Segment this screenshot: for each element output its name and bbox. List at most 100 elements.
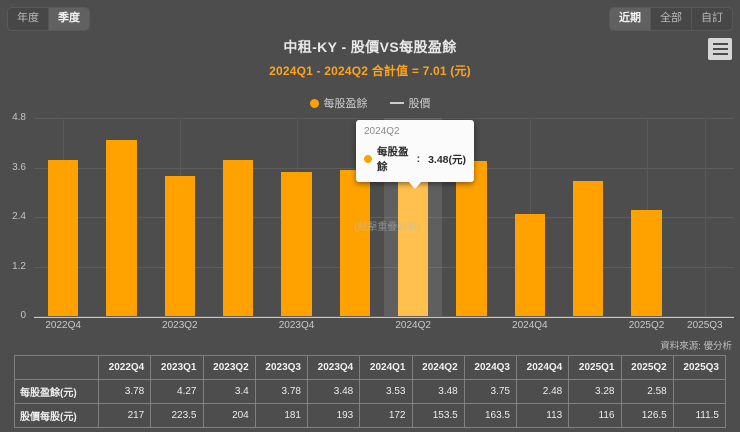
- table-corner-cell: [14, 355, 99, 380]
- bar-2023Q1[interactable]: [106, 139, 137, 316]
- x-axis-tick-label: 2025Q2: [628, 320, 665, 331]
- period-type-button-0[interactable]: 年度: [8, 8, 49, 30]
- table-col-header: 2024Q2: [411, 355, 465, 380]
- source-note: 資料來源: 優分析: [660, 341, 732, 352]
- hamburger-bar: [712, 43, 728, 45]
- table-cell: 3.4: [202, 379, 256, 404]
- y-gridline: [34, 266, 734, 268]
- legend-line-icon: [389, 102, 404, 104]
- table-header-row: 2022Q4 2023Q1 2023Q2 2023Q3 2023Q4 2024Q1 2024…: [14, 355, 727, 380]
- bar-2024Q1[interactable]: [339, 170, 370, 316]
- series-marker-icon: [364, 155, 372, 163]
- tooltip-row: 每股盈餘: 3.48(元): [364, 144, 466, 174]
- bar-2023Q4[interactable]: [281, 172, 312, 316]
- table-cell: 223.5: [150, 403, 204, 428]
- bar-2024Q3[interactable]: [456, 161, 487, 316]
- chart-subtitle: 2024Q1 - 2024Q2 合計值 = 7.01 (元): [269, 64, 471, 78]
- y-gridline: [34, 217, 734, 218]
- x-axis-tick-label: 2024Q2: [395, 320, 431, 331]
- date-range-button-1[interactable]: 全部: [651, 8, 692, 30]
- legend-item-1[interactable]: 股價: [389, 95, 431, 111]
- table-cell: 3.75: [463, 379, 518, 404]
- tooltip-value: 3.48(元): [428, 153, 466, 166]
- table-cell: 3.48: [411, 379, 465, 404]
- table-cell: 172: [359, 403, 413, 428]
- data-table-wrapper: 2022Q4 2023Q1 2023Q2 2023Q3 2023Q4 2024Q1 2024…: [14, 355, 727, 428]
- table-cell: 3.78: [254, 379, 309, 404]
- y-axis-tick-label: 1.2: [12, 260, 26, 272]
- hamburger-bar: [712, 48, 728, 50]
- table-row-header: 股價每股(元): [14, 403, 99, 428]
- y-gridline: [34, 316, 734, 317]
- table-cell: 204: [202, 403, 256, 428]
- y-gridline: [34, 118, 734, 119]
- table-col-header: 2023Q2: [202, 355, 256, 380]
- bar-2023Q3[interactable]: [223, 160, 254, 316]
- table-col-header: 2024Q1: [359, 355, 413, 380]
- hamburger-bar: [712, 53, 728, 55]
- table-cell: 2.58: [620, 379, 674, 404]
- table-cell: 181: [254, 403, 309, 428]
- table-cell: [672, 379, 727, 404]
- hamburger-menu-icon[interactable]: [708, 38, 732, 60]
- chart-tooltip: 2024Q2 每股盈餘: 3.48(元): [356, 120, 474, 189]
- table-cell: 163.5: [463, 403, 518, 428]
- tooltip-series-label: 每股盈餘: [377, 146, 409, 173]
- table-cell: 193: [306, 403, 361, 428]
- table-col-header: 2023Q4: [306, 355, 361, 380]
- bar-2024Q4[interactable]: [514, 213, 545, 316]
- table-cell: 111.5: [672, 403, 727, 428]
- table-row: 股價每股(元) 217 223.5 204 181 193 172 153.5 163.5 113…: [14, 403, 727, 428]
- bar-2023Q2[interactable]: [164, 175, 195, 316]
- bar-2024Q2[interactable]: [398, 172, 429, 316]
- tooltip-header: 2024Q2: [364, 126, 400, 137]
- x-gridline: [704, 118, 706, 316]
- legend-label: 股價: [408, 98, 431, 110]
- table-cell: 3.78: [97, 379, 152, 404]
- legend-item-0[interactable]: 每股盈餘: [309, 95, 368, 111]
- table-cell: 153.5: [411, 403, 465, 428]
- table-col-header: 2025Q2: [620, 355, 674, 380]
- table-cell: 3.48: [306, 379, 361, 404]
- table-col-header: 2025Q3: [672, 355, 727, 380]
- chart-legend: 每股盈餘 股價: [0, 95, 740, 111]
- table-body: 每股盈餘(元) 3.78 4.27 3.4 3.78 3.48 3.53 3.48 3.75 2.…: [14, 379, 727, 428]
- tooltip-colon: :: [416, 153, 424, 165]
- y-axis-tick-label: 2.4: [12, 211, 26, 222]
- table-cell: 2.48: [515, 379, 570, 404]
- table-cell: 4.27: [150, 379, 204, 404]
- period-type-toggle[interactable]: 年度 季度: [8, 8, 89, 30]
- table-cell: 3.53: [359, 379, 413, 404]
- table-cell: 217: [97, 403, 152, 428]
- date-range-toggle[interactable]: 近期 全部 自訂: [610, 8, 732, 30]
- y-axis-tick-label: 4.8: [12, 112, 26, 123]
- table-col-header: 2023Q1: [150, 355, 204, 380]
- y-axis-tick-label: 0: [20, 310, 26, 321]
- bar-2025Q1[interactable]: [573, 180, 604, 316]
- table-cell: 116: [568, 403, 622, 428]
- table-cell: 3.28: [568, 379, 622, 404]
- table-cell: 113: [515, 403, 570, 428]
- bar-2022Q4[interactable]: [48, 160, 79, 316]
- x-axis-tick-label: 2023Q4: [278, 320, 315, 331]
- data-table: 2022Q4 2023Q1 2023Q2 2023Q3 2023Q4 2024Q1 2024…: [14, 355, 727, 428]
- legend-dot-icon: [309, 98, 319, 108]
- date-range-button-0[interactable]: 近期: [610, 8, 651, 30]
- table-row: 每股盈餘(元) 3.78 4.27 3.4 3.78 3.48 3.53 3.48 3.75 2.…: [14, 379, 727, 404]
- table-col-header: 2022Q4: [97, 355, 152, 380]
- tooltip-arrow: [408, 181, 422, 189]
- date-range-button-2[interactable]: 自訂: [692, 8, 732, 30]
- table-col-header: 2024Q4: [515, 355, 570, 380]
- page-title: 中租-KY - 股價VS每股盈餘: [283, 39, 457, 55]
- y-axis-tick-label: 3.6: [12, 161, 26, 173]
- table-col-header: 2023Q3: [254, 355, 309, 380]
- x-axis-tick-label: 2023Q2: [162, 320, 198, 331]
- x-axis-line: [34, 316, 734, 318]
- table-head: 2022Q4 2023Q1 2023Q2 2023Q3 2023Q4 2024Q1 2024…: [14, 355, 727, 380]
- period-type-button-1[interactable]: 季度: [49, 8, 89, 30]
- legend-label: 每股盈餘: [323, 98, 368, 110]
- bar-2025Q2[interactable]: [631, 209, 662, 316]
- table-col-header: 2024Q3: [463, 355, 518, 380]
- table-col-header: 2025Q1: [568, 355, 622, 380]
